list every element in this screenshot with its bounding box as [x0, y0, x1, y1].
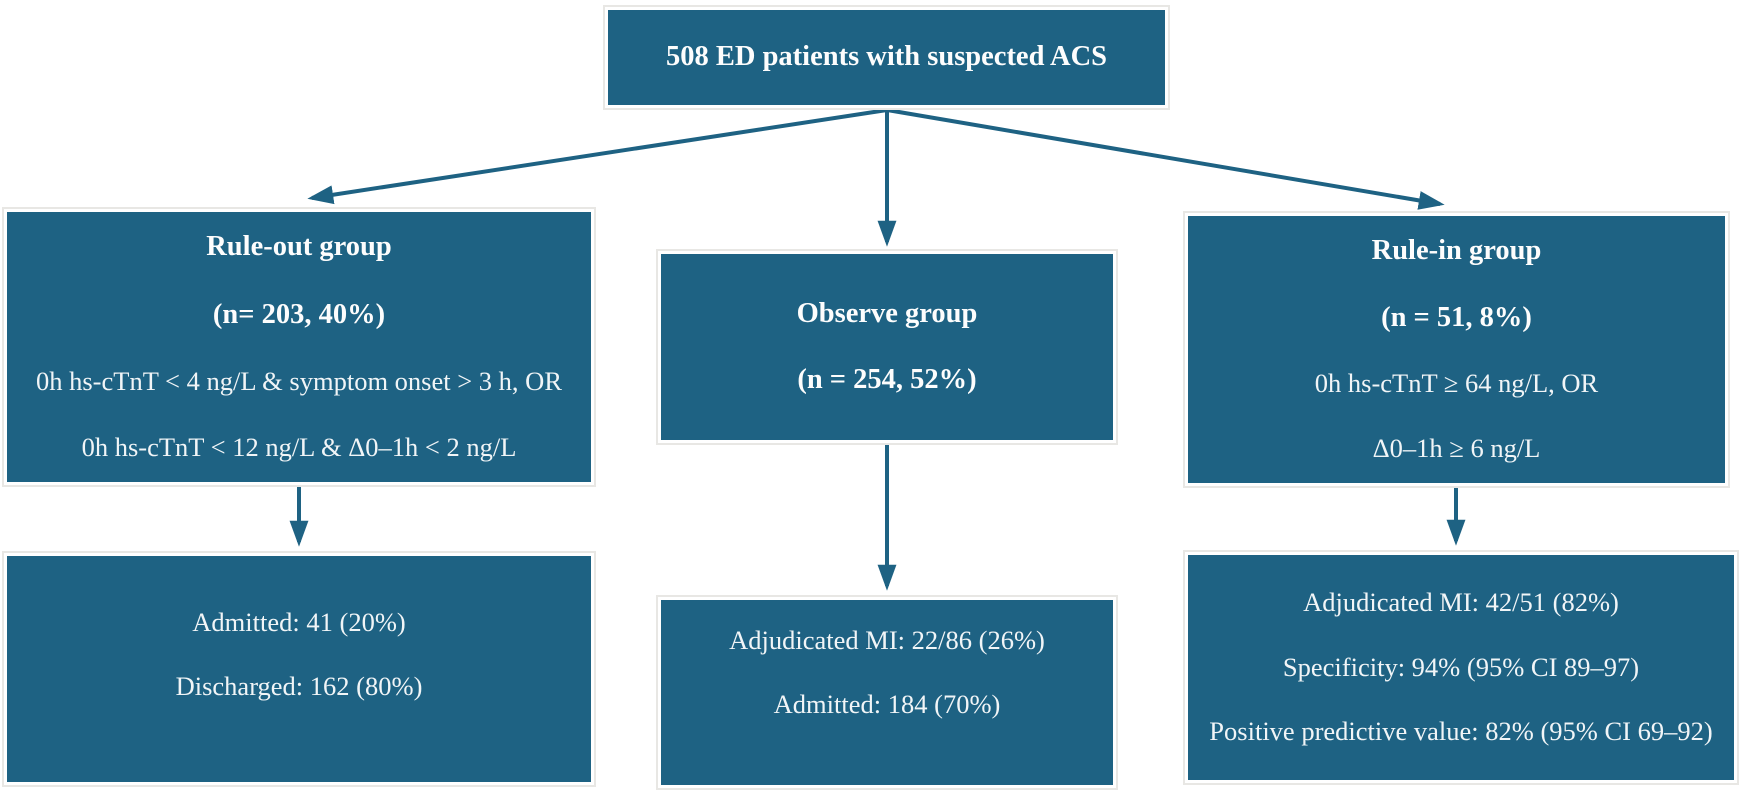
box-rule-in-group: Rule-in group (n = 51, 8%) 0h hs-cTnT ≥ … — [1183, 211, 1730, 488]
rule-out-criterion: 0h hs-cTnT < 12 ng/L & Δ0–1h < 2 ng/L — [81, 432, 517, 463]
total-patients-label: 508 ED patients with suspected ACS — [665, 41, 1107, 73]
observe-outcome: Adjudicated MI: 22/86 (26%) — [729, 624, 1045, 655]
rule-in-outcome: Positive predictive value: 82% (95% CI 6… — [1209, 716, 1713, 747]
box-observe-outcomes: Adjudicated MI: 22/86 (26%) Admitted: 18… — [656, 595, 1118, 790]
box-rule-out-group: Rule-out group (n= 203, 40%) 0h hs-cTnT … — [2, 207, 596, 487]
rule-out-outcome: Discharged: 162 (80%) — [175, 671, 423, 701]
box-total-patients: 508 ED patients with suspected ACS — [603, 5, 1170, 110]
rule-out-outcome: Admitted: 41 (20%) — [192, 607, 406, 638]
observe-count: (n = 254, 52%) — [797, 364, 977, 395]
arrow-total-to-rule-out — [307, 108, 888, 205]
rule-in-title: Rule-in group — [1371, 235, 1542, 267]
box-observe-group: Observe group (n = 254, 52%) — [656, 249, 1118, 445]
observe-title: Observe group — [796, 297, 978, 329]
rule-out-count: (n= 203, 40%) — [212, 299, 386, 331]
rule-in-count: (n = 51, 8%) — [1381, 302, 1532, 334]
rule-in-criterion: Δ0–1h ≥ 6 ng/L — [1372, 433, 1541, 464]
rule-out-title: Rule-out group — [206, 231, 392, 263]
rule-in-outcome: Adjudicated MI: 42/51 (82%) — [1303, 586, 1619, 617]
box-rule-in-outcomes: Adjudicated MI: 42/51 (82%) Specificity:… — [1183, 550, 1739, 785]
observe-outcome: Admitted: 184 (70%) — [773, 688, 1001, 719]
box-rule-out-outcomes: Admitted: 41 (20%) Discharged: 162 (80%) — [2, 551, 596, 787]
rule-in-criterion: 0h hs-cTnT ≥ 64 ng/L, OR — [1314, 368, 1599, 399]
rule-out-criterion: 0h hs-cTnT < 4 ng/L & symptom onset > 3 … — [35, 366, 562, 397]
arrow-total-to-rule-in — [886, 108, 1445, 210]
rule-in-outcome: Specificity: 94% (95% CI 89–97) — [1282, 651, 1640, 682]
